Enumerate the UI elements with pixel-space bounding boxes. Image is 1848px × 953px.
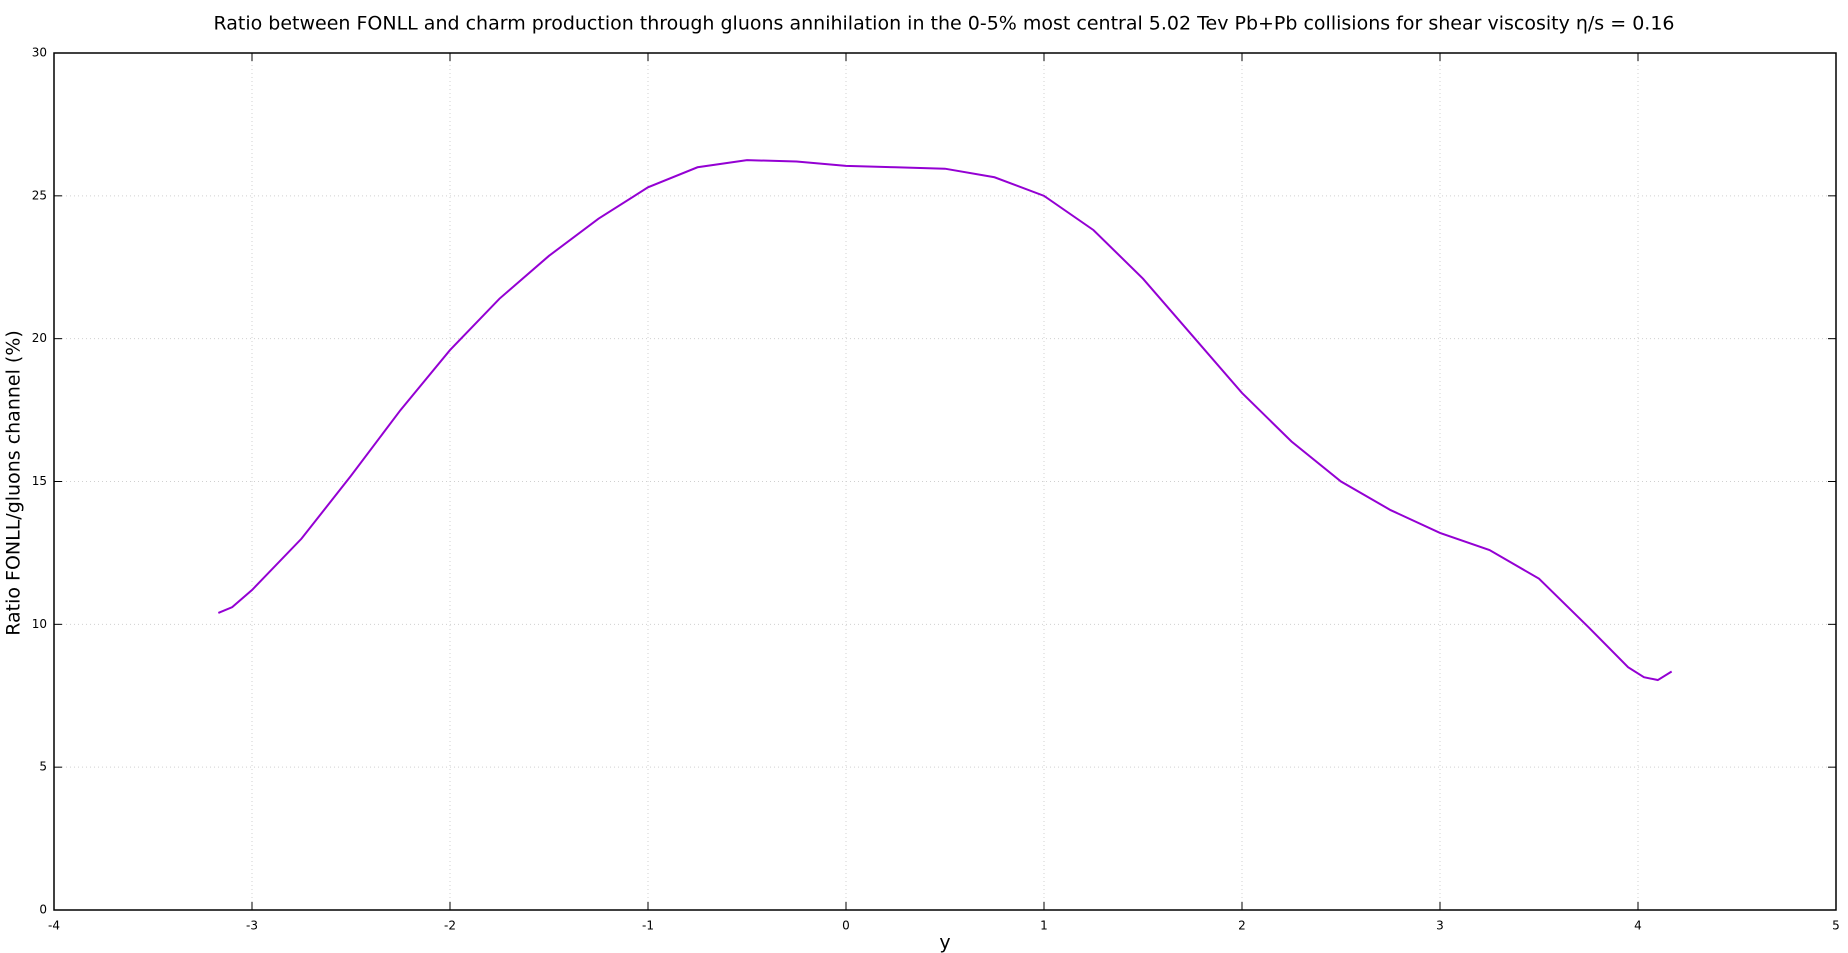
x-tick-label: 3 — [1436, 919, 1444, 933]
x-tick-label: 4 — [1634, 919, 1642, 933]
y-tick-label: 0 — [39, 903, 47, 917]
y-tick-label: 15 — [32, 474, 47, 488]
x-tick-label: 0 — [842, 919, 850, 933]
x-tick-label: -1 — [642, 919, 654, 933]
x-tick-label: -2 — [444, 919, 456, 933]
y-tick-label: 30 — [32, 46, 47, 60]
x-tick-label: -3 — [246, 919, 258, 933]
y-tick-label: 5 — [39, 760, 47, 774]
x-axis-label: y — [939, 932, 950, 953]
chart-title: Ratio between FONLL and charm production… — [213, 13, 1674, 35]
y-tick-label: 25 — [32, 188, 47, 202]
line-series — [217, 159, 1673, 682]
x-tick-label: -4 — [48, 919, 60, 933]
y-axis-label: Ratio FONLL/gluons channel (%) — [3, 330, 25, 636]
x-tick-label: 5 — [1832, 919, 1840, 933]
x-tick-label: 2 — [1238, 919, 1246, 933]
plot-frame — [53, 52, 1837, 911]
y-tick-label: 10 — [32, 617, 47, 631]
x-tick-label: 1 — [1040, 919, 1048, 933]
y-tick-label: 20 — [32, 331, 47, 345]
